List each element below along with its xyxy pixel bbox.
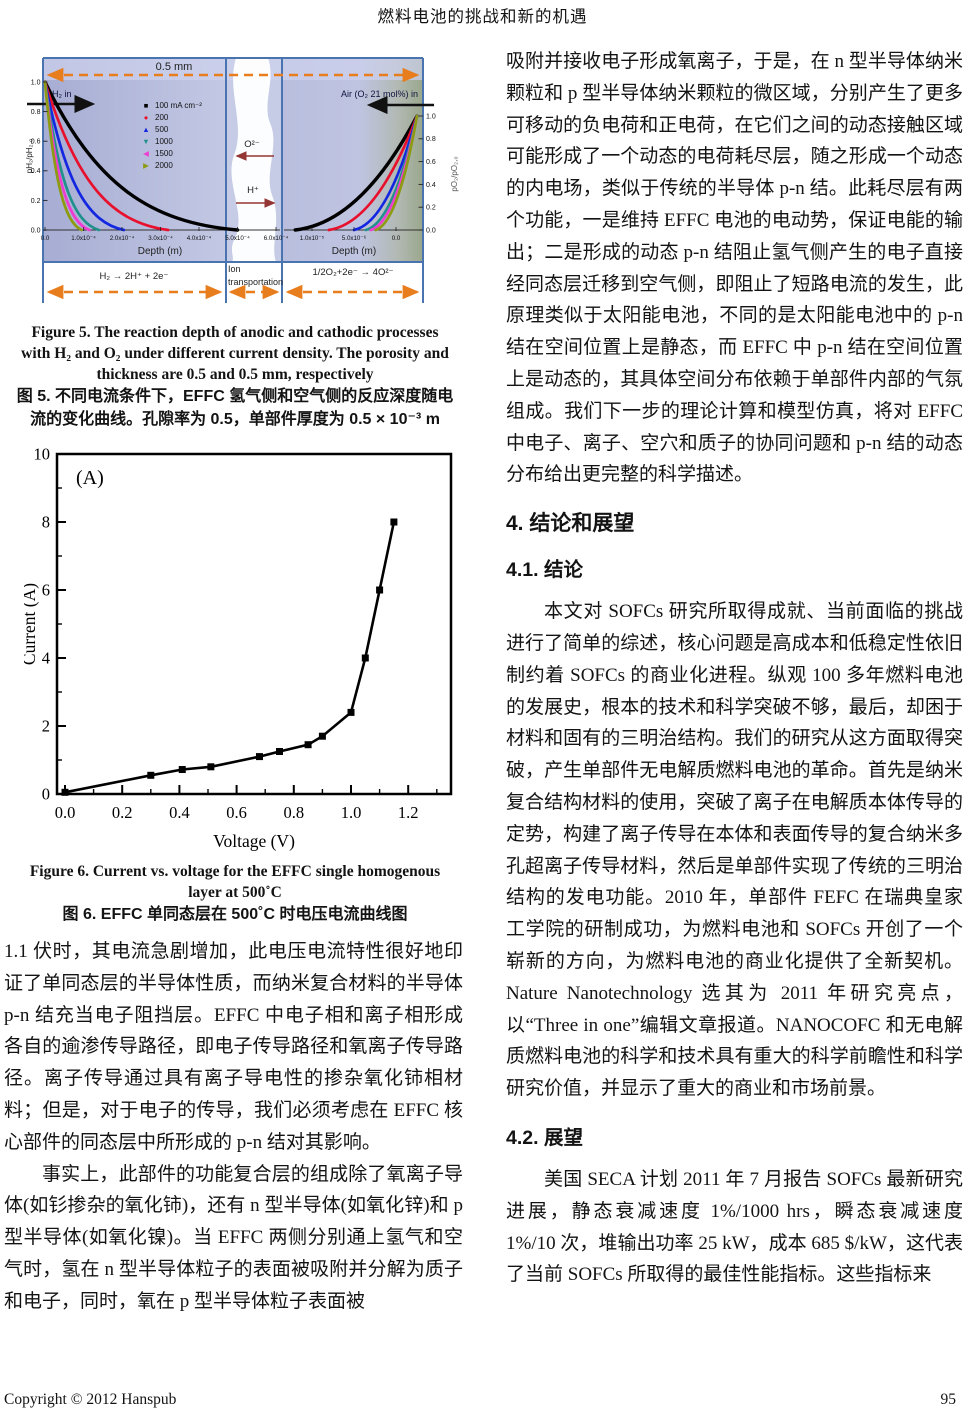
fig5-left-axis-label: pH₂/pH₂,₀ <box>25 139 34 173</box>
right-column: 吸附并接收电子形成氧离子，于是，在 n 型半导体纳米颗粒和 p 型半导体纳米颗粒… <box>506 46 963 1291</box>
subsection-heading-conclusion: 4.1. 结论 <box>506 559 583 582</box>
svg-text:3.0x10⁻⁴: 3.0x10⁻⁴ <box>148 235 173 242</box>
fig5-right-axis-label: pO₂/pO₂,₀ <box>450 156 459 191</box>
svg-text:100 mA cm⁻²: 100 mA cm⁻² <box>155 101 202 110</box>
fig5-h2-in-label: H₂ in <box>52 89 72 99</box>
figure5-caption-en: thickness are 0.5 and 0.5 mm, respective… <box>96 366 374 383</box>
svg-text:0.8: 0.8 <box>283 803 304 822</box>
figure6: (A) Current (A) Voltage (V) 0.0 0.2 0.4 0.6… <box>24 442 464 858</box>
figure5-plot: 0.5 mm H₂ in Air (O₂ 21 mol%) in O²⁻ H⁺ … <box>25 57 459 303</box>
page-footer: Copyright © 2012 Hanspub 95 <box>4 1391 956 1409</box>
fig5-ion-transport-line2: transportation <box>228 277 283 287</box>
section-heading-conclusion-outlook: 4. 结论和展望 <box>506 512 635 536</box>
svg-text:0.4: 0.4 <box>426 182 436 189</box>
svg-text:1000: 1000 <box>155 137 173 146</box>
svg-text:1.0: 1.0 <box>426 113 436 120</box>
figure5: 0.5 mm H₂ in Air (O₂ 21 mol%) in O²⁻ H⁺ … <box>24 55 464 305</box>
figure5-caption-en: Figure 5. The reaction depth of anodic a… <box>31 324 439 341</box>
figure5-caption-zh: 流的变化曲线。孔隙率为 0.5，单部件厚度为 0.5 × 10⁻³ m <box>30 411 440 428</box>
subsection-heading-outlook: 4.2. 展望 <box>506 1126 583 1149</box>
svg-text:0.4: 0.4 <box>169 803 190 822</box>
svg-text:5.0x10⁻⁴: 5.0x10⁻⁴ <box>225 235 250 242</box>
fig5-ion-band <box>231 58 277 262</box>
svg-text:1.0x10⁻⁴: 1.0x10⁻⁴ <box>71 235 96 242</box>
fig6-y-axis-label: Current (A) <box>24 583 39 665</box>
svg-text:2000: 2000 <box>155 161 173 170</box>
svg-text:1.0x10⁻⁵: 1.0x10⁻⁵ <box>300 235 325 242</box>
svg-text:0.6: 0.6 <box>31 139 41 146</box>
svg-text:6.0x10⁻⁴: 6.0x10⁻⁴ <box>264 235 289 242</box>
fig6-frame <box>55 452 453 796</box>
svg-text:0.6: 0.6 <box>426 159 436 166</box>
svg-text:0.2: 0.2 <box>31 198 41 205</box>
svg-text:0.8: 0.8 <box>426 136 436 143</box>
figure6-caption: Figure 6. Current vs. voltage for the EF… <box>4 861 466 926</box>
page-title: 燃料电池的挑战和新的机遇 <box>377 7 588 26</box>
svg-text:4: 4 <box>42 649 50 668</box>
fig5-ion-transport-line1: Ion <box>228 264 241 274</box>
svg-text:8: 8 <box>42 513 50 532</box>
svg-text:4.0x10⁻⁴: 4.0x10⁻⁴ <box>187 235 212 242</box>
fig6-x-axis-label: Voltage (V) <box>213 831 295 851</box>
svg-text:1.0: 1.0 <box>31 79 41 86</box>
fig5-curves-and-ticks: ■ 100 mA cm⁻² ● 200 ▲ 500 ▼ 1000 ◀ 1500 ▶ 2000 0.0 1.… <box>31 79 436 242</box>
svg-text:0.6: 0.6 <box>226 803 247 822</box>
figure5-caption-en: with H₂ and O₂ under different current d… <box>21 345 449 362</box>
fig5-anode-reaction: H₂ → 2H⁺ + 2e⁻ <box>100 271 169 282</box>
fig5-scale-label: 0.5 mm <box>156 61 193 73</box>
fig5-depth-label-left: Depth (m) <box>138 246 182 257</box>
svg-text:●: ● <box>144 113 149 122</box>
svg-text:■: ■ <box>144 101 149 110</box>
fig6-series-and-ticks: 0.0 0.2 0.4 0.6 0.8 1.0 1.2 0 2 4 6 8 10 <box>34 445 438 822</box>
paragraph: 1.1 伏时，其电流急剧增加，此电压电流特性很好地印证了单同态层的半导体性质，而… <box>4 941 463 1153</box>
fig5-borders <box>42 57 424 303</box>
page-number: 95 <box>940 1391 957 1408</box>
figure6-caption-zh: 图 6. EFFC 单同态层在 500˚C 时电压电流曲线图 <box>62 906 408 923</box>
copyright-text: Copyright © 2012 Hanspub <box>4 1391 177 1408</box>
fig5-air-in-label: Air (O₂ 21 mol%) in <box>341 89 418 99</box>
left-body-text: 1.1 伏时，其电流急剧增加，此电压电流特性很好地印证了单同态层的半导体性质，而… <box>4 936 463 1318</box>
svg-text:0.0: 0.0 <box>41 235 50 242</box>
svg-text:200: 200 <box>155 113 169 122</box>
paragraph: 本文对 SOFCs 研究所取得成就、当前面临的挑战进行了简单的综述，核心问题是高… <box>506 601 963 1100</box>
paragraph: 美国 SECA 计划 2011 年 7 月报告 SOFCs 最新研究进展，静态衰… <box>506 1168 963 1286</box>
figure5-caption-zh: 图 5. 不同电流条件下，EFFC 氢气侧和空气侧的反应深度随电 <box>16 388 454 405</box>
svg-text:0.0: 0.0 <box>31 227 41 234</box>
paragraph: 事实上，此部件的功能复合层的组成除了氧离子导体(如钐掺杂的氧化铈)，还有 n 型… <box>4 1163 463 1312</box>
figure6-plot: (A) Current (A) Voltage (V) 0.0 0.2 0.4 0.6… <box>24 445 453 851</box>
svg-text:▼: ▼ <box>142 137 149 146</box>
svg-text:2.0x10⁻⁴: 2.0x10⁻⁴ <box>110 235 135 242</box>
svg-text:1500: 1500 <box>155 149 173 158</box>
figure6-caption-en: Figure 6. Current vs. voltage for the EF… <box>29 863 441 880</box>
svg-text:▲: ▲ <box>142 125 149 134</box>
fig5-anode-panel <box>43 58 226 262</box>
svg-text:0.0: 0.0 <box>55 803 76 822</box>
figure5-caption: Figure 5. The reaction depth of anodic a… <box>4 322 466 431</box>
fig5-oxygen-ion-label: O²⁻ <box>244 139 260 150</box>
svg-text:◀: ◀ <box>143 149 149 158</box>
svg-text:1.2: 1.2 <box>398 803 419 822</box>
svg-text:0.2: 0.2 <box>112 803 133 822</box>
fig6-annotation: (A) <box>76 467 104 489</box>
svg-text:0.2: 0.2 <box>426 205 436 212</box>
svg-text:0.4: 0.4 <box>31 168 41 175</box>
svg-text:500: 500 <box>155 125 169 134</box>
fig5-cathode-reaction: 1/2O₂+2e⁻ → 4O²⁻ <box>312 267 393 278</box>
svg-text:▶: ▶ <box>143 161 149 170</box>
svg-text:0.0: 0.0 <box>392 235 401 242</box>
svg-text:5.0x10⁻⁶: 5.0x10⁻⁶ <box>342 235 367 242</box>
svg-text:6: 6 <box>42 581 50 600</box>
figure6-caption-en: layer at 500˚C <box>188 884 282 901</box>
paragraph: 吸附并接收电子形成氧离子，于是，在 n 型半导体纳米颗粒和 p 型半导体纳米颗粒… <box>506 51 963 486</box>
svg-text:0.0: 0.0 <box>426 227 436 234</box>
fig5-proton-label: H⁺ <box>247 185 259 196</box>
svg-text:2: 2 <box>42 717 50 736</box>
svg-text:0.8: 0.8 <box>31 109 41 116</box>
svg-text:10: 10 <box>34 445 51 464</box>
svg-text:1.0: 1.0 <box>341 803 362 822</box>
fig5-depth-label-right: Depth (m) <box>332 246 376 257</box>
svg-text:0: 0 <box>42 785 50 804</box>
